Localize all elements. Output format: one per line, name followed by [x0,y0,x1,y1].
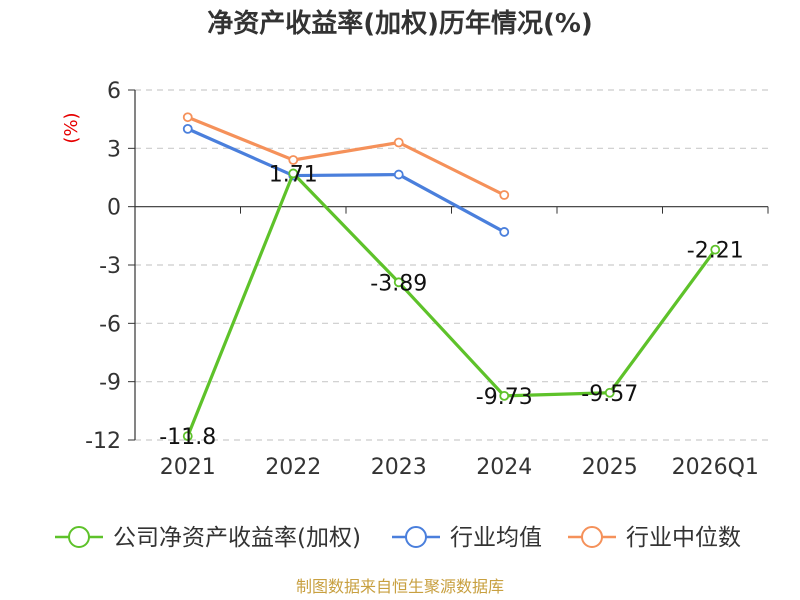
y-axis-unit: (%) [61,112,82,143]
y-tick-label: -6 [99,312,121,337]
y-tick-label: -9 [99,371,121,396]
data-label: -11.8 [159,425,216,450]
chart-title: 净资产收益率(加权)历年情况(%) [207,8,593,39]
legend-label-1: 行业均值 [450,525,542,551]
data-label: -3.89 [370,271,427,296]
series-line-0 [186,171,717,437]
x-tick-label: 2024 [476,455,532,480]
source-note: 制图数据来自恒生聚源数据库 [296,577,504,596]
x-tick-label: 2026Q1 [672,455,759,480]
series-line-1 [187,127,506,234]
data-point [710,244,721,255]
series-line-2 [187,115,505,197]
data-point [499,190,510,200]
grid-lines [135,89,768,441]
x-tick-labels: 2021 2022 2023 2024 2025 2026Q1 [160,455,759,480]
data-point [288,168,299,179]
data-point [182,431,193,442]
data-label: -9.73 [476,385,533,410]
data-point [182,123,193,134]
legend-label-2: 行业中位数 [626,525,741,551]
data-label: 1.71 [269,162,318,187]
x-tick-label: 2021 [160,455,216,480]
legend-label-0: 公司净资产收益率(加权) [113,525,361,551]
data-label: -2.21 [687,239,744,264]
x-tick-label: 2025 [582,455,638,480]
data-point [604,387,615,398]
y-tick-label: 6 [107,79,121,104]
y-tick-label: -12 [85,429,121,454]
x-tick-label: 2022 [265,455,321,480]
data-label: -9.57 [581,382,638,407]
legend: 公司净资产收益率(加权) 行业均值 行业中位数 [55,525,741,551]
data-point [288,155,299,165]
series-lines [182,112,721,442]
legend-marker-2 [581,526,603,548]
y-tick-label: -3 [99,254,121,279]
axes [128,89,769,441]
data-labels: -11.8 1.71 -3.89 -9.73 -9.57 -2.21 [159,162,743,450]
legend-marker-0 [68,526,90,548]
x-tick-label: 2023 [371,455,427,480]
data-point [499,390,510,401]
y-tick-label: 3 [107,137,121,162]
y-tick-labels: 6 3 0 -3 -6 -9 -12 [85,79,121,454]
data-point [393,137,404,148]
y-tick-label: 0 [107,196,121,221]
legend-marker-1 [405,526,427,548]
data-point [393,169,404,180]
data-point [393,277,404,288]
data-point [499,227,510,237]
data-point [182,112,193,123]
